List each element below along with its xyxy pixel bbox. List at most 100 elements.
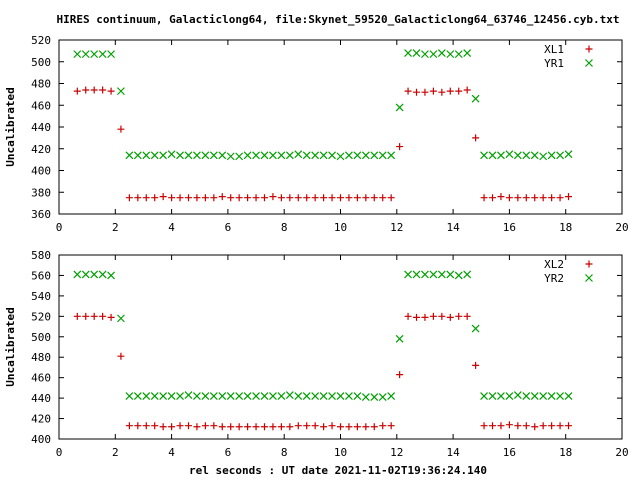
- series-XL2: [73, 312, 573, 431]
- y-tick-label: 540: [31, 290, 51, 303]
- data-point: [353, 194, 361, 202]
- data-point: [539, 194, 547, 202]
- x-tick-label: 20: [615, 221, 628, 234]
- data-point: [429, 270, 438, 279]
- data-point: [362, 423, 370, 431]
- y-tick-label: 420: [31, 143, 51, 156]
- data-point: [446, 313, 454, 321]
- y-tick-label: 380: [31, 186, 51, 199]
- data-point: [429, 50, 438, 59]
- data-point: [370, 151, 379, 160]
- data-point: [150, 151, 159, 160]
- data-point: [235, 392, 244, 400]
- data-point: [378, 393, 387, 402]
- data-point: [353, 392, 362, 400]
- data-point: [151, 194, 159, 202]
- data-point: [134, 194, 142, 202]
- y-tick-label: 360: [31, 208, 51, 221]
- legend-marker: [585, 59, 593, 67]
- data-point: [336, 392, 345, 400]
- data-point: [134, 422, 142, 430]
- data-point: [505, 150, 514, 159]
- data-point: [269, 193, 277, 201]
- y-tick-label: 560: [31, 269, 51, 282]
- data-point: [81, 50, 90, 59]
- data-point: [201, 422, 209, 430]
- data-point: [565, 193, 573, 201]
- data-point: [311, 151, 320, 160]
- data-point: [159, 392, 168, 400]
- data-point: [73, 312, 81, 320]
- data-point: [277, 423, 285, 431]
- data-point: [285, 391, 294, 399]
- data-point: [210, 194, 218, 202]
- y-tick-label: 400: [31, 433, 51, 446]
- x-tick-label: 14: [446, 446, 460, 459]
- data-point: [107, 50, 116, 59]
- data-point: [159, 423, 167, 431]
- legend-marker: [585, 274, 593, 282]
- data-point: [125, 151, 134, 160]
- data-point: [497, 151, 505, 160]
- data-point: [513, 151, 522, 160]
- data-point: [522, 194, 530, 202]
- data-point: [319, 392, 328, 400]
- data-point: [98, 50, 107, 59]
- data-point: [269, 392, 277, 400]
- data-point: [513, 391, 522, 399]
- data-point: [319, 151, 328, 160]
- data-point: [107, 313, 115, 321]
- data-point: [73, 50, 82, 59]
- data-point: [193, 392, 201, 400]
- x-tick-label: 6: [225, 221, 232, 234]
- data-point: [396, 143, 404, 151]
- data-point: [73, 270, 82, 279]
- data-point: [227, 194, 235, 202]
- data-point: [514, 194, 522, 202]
- data-point: [396, 371, 404, 379]
- data-point: [471, 94, 480, 103]
- data-point: [201, 392, 210, 400]
- data-point: [514, 422, 522, 430]
- data-point: [379, 422, 387, 430]
- data-point: [421, 270, 429, 279]
- data-point: [218, 193, 226, 201]
- data-point: [421, 313, 429, 321]
- data-point: [286, 194, 294, 202]
- data-point: [370, 423, 378, 431]
- x-tick-label: 18: [559, 221, 572, 234]
- legend-marker: [585, 45, 593, 53]
- data-point: [413, 313, 421, 321]
- x-tick-label: 12: [390, 446, 403, 459]
- data-point: [395, 334, 404, 343]
- data-point: [209, 151, 218, 160]
- data-point: [244, 194, 252, 202]
- data-point: [142, 422, 150, 430]
- data-point: [387, 151, 396, 160]
- data-point: [480, 392, 488, 400]
- x-tick-label: 10: [334, 221, 347, 234]
- data-point: [564, 392, 573, 400]
- data-point: [193, 151, 201, 160]
- data-point: [277, 392, 286, 400]
- data-point: [168, 194, 176, 202]
- data-point: [209, 392, 218, 400]
- data-point: [142, 151, 151, 160]
- data-point: [303, 194, 311, 202]
- data-point: [277, 194, 285, 202]
- y-tick-label: 580: [31, 249, 51, 262]
- x-tick-label: 0: [56, 446, 63, 459]
- data-point: [294, 194, 302, 202]
- x-tick-label: 8: [281, 446, 288, 459]
- data-point: [438, 88, 446, 96]
- data-point: [463, 49, 472, 57]
- data-point: [548, 422, 556, 430]
- data-point: [471, 324, 480, 333]
- data-point: [505, 194, 513, 202]
- x-tick-label: 2: [112, 221, 119, 234]
- data-point: [285, 151, 294, 160]
- data-point: [226, 152, 235, 161]
- data-point: [294, 392, 303, 400]
- plot-frame: [58, 254, 623, 440]
- data-point: [252, 423, 260, 431]
